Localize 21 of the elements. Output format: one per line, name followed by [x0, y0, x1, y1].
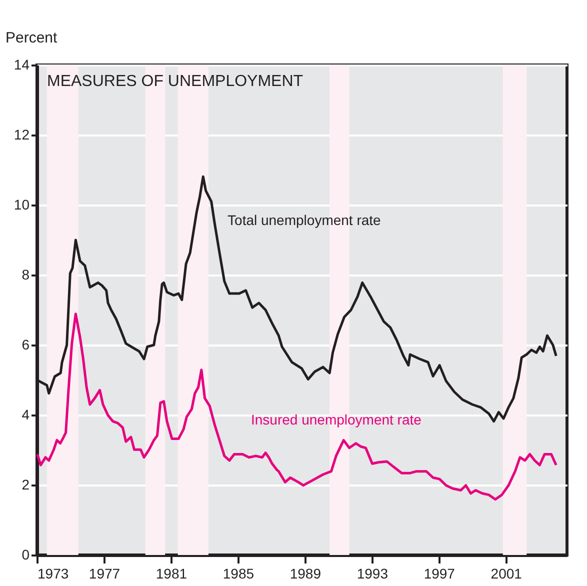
series-label: Insured unemployment rate — [251, 411, 422, 428]
line-series — [36, 312, 558, 501]
y-tick-label: 2 — [22, 476, 30, 492]
y-tick-label: 14 — [14, 56, 30, 72]
y-tick-label: 8 — [22, 266, 30, 282]
y-tick-label: 12 — [14, 126, 30, 142]
x-tick-label: 1997 — [424, 566, 456, 582]
y-tick-label: 4 — [22, 406, 30, 422]
y-axis-title: Percent — [6, 30, 58, 46]
x-tick-label: 1973 — [38, 566, 69, 582]
x-tick-label: 1993 — [356, 566, 388, 582]
x-tick-label: 1985 — [222, 566, 254, 582]
x-tick-label: 1977 — [88, 566, 120, 582]
y-tick-label: 0 — [22, 546, 30, 562]
x-tick-label: 1989 — [290, 566, 322, 582]
x-tick-label: 2001 — [490, 566, 522, 582]
y-tick-label: 10 — [14, 196, 30, 212]
series-label: Total unemployment rate — [228, 212, 382, 228]
y-tick-label: 6 — [22, 336, 30, 352]
x-tick-label: 1981 — [156, 566, 188, 582]
chart-title: MEASURES OF UNEMPLOYMENT — [47, 73, 304, 90]
